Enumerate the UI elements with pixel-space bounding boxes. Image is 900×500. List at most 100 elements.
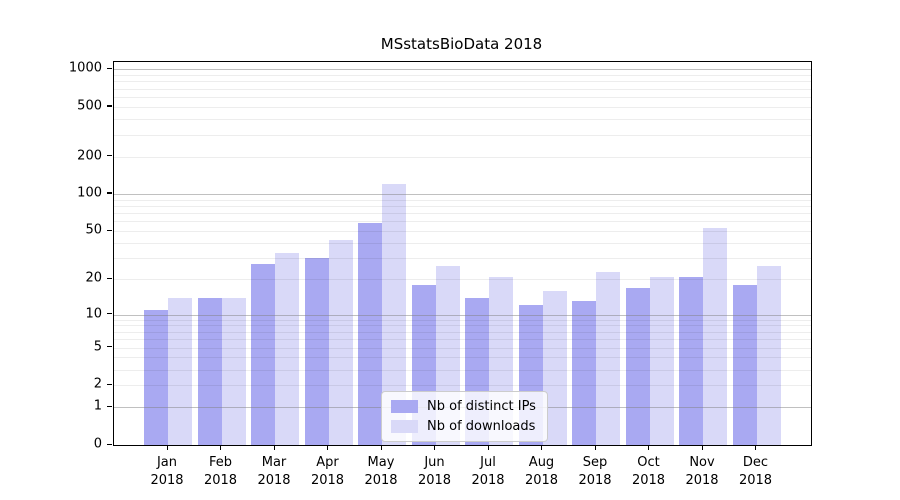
bar-downloads-sep (596, 272, 620, 445)
xtick-mark-mar (273, 445, 275, 450)
legend-label-distinct-ips: Nb of distinct IPs (427, 399, 536, 414)
ytick-mark-5 (107, 346, 112, 348)
bar-distinct-ips-dec (732, 284, 757, 445)
gridline-minor-9 (114, 319, 811, 321)
bar-downloads-jan (168, 297, 192, 445)
xtick-mark-jul (487, 445, 489, 450)
ytick-mark-10 (107, 313, 112, 315)
xtick-label-jun: Jun 2018 (417, 455, 452, 488)
xtick-mark-sep (594, 445, 596, 450)
ytick-label-0: 0 (93, 436, 102, 452)
bar-downloads-apr (328, 240, 353, 445)
bar-distinct-ips-sep (572, 301, 596, 445)
gridline-minor-4 (114, 357, 811, 359)
plot-area: Nb of distinct IPs Nb of downloads (113, 61, 812, 446)
gridline-minor-50 (114, 231, 811, 233)
xtick-mark-dec (755, 445, 757, 450)
xtick-label-nov: Nov 2018 (685, 455, 719, 488)
chart-title: MSstatsBioData 2018 (380, 35, 543, 53)
ytick-label-20: 20 (85, 270, 102, 286)
xtick-label-sep: Sep 2018 (578, 455, 612, 488)
ytick-label-100: 100 (77, 185, 102, 201)
gridline-minor-300 (114, 134, 811, 136)
gridline-minor-500 (114, 106, 811, 108)
ytick-mark-1 (107, 405, 112, 408)
bar-distinct-ips-mar (251, 263, 275, 445)
ytick-label-1000: 1000 (68, 60, 102, 76)
ytick-label-5: 5 (93, 339, 102, 355)
xtick-label-aug: Aug 2018 (524, 455, 559, 488)
bar-downloads-dec (756, 265, 781, 445)
ytick-mark-1000 (107, 67, 112, 69)
xtick-mark-jun (434, 445, 436, 450)
xtick-label-jan: Jan 2018 (150, 455, 184, 488)
bar-distinct-ips-may (358, 223, 382, 445)
xtick-label-apr: Apr 2018 (310, 455, 345, 488)
bar-downloads-mar (275, 253, 299, 445)
legend-item-downloads: Nb of downloads (391, 419, 536, 434)
bar-distinct-ips-apr (304, 258, 329, 445)
gridline-minor-40 (114, 242, 811, 244)
ytick-mark-200 (107, 155, 112, 157)
gridline-minor-6 (114, 339, 811, 341)
ytick-mark-20 (107, 277, 112, 280)
ytick-label-50: 50 (85, 222, 102, 238)
gridline-major-1000 (114, 69, 811, 71)
xtick-label-dec: Dec 2018 (738, 455, 773, 488)
gridline-minor-30 (114, 258, 811, 260)
gridline-minor-2 (114, 385, 811, 387)
xtick-label-jul: Jul 2018 (471, 455, 505, 488)
ytick-mark-500 (107, 105, 112, 107)
bar-downloads-oct (649, 276, 674, 445)
xtick-mark-jan (166, 445, 168, 450)
gridline-minor-20 (114, 279, 811, 281)
legend-label-downloads: Nb of downloads (427, 419, 536, 434)
bar-downloads-feb (221, 297, 246, 445)
xtick-mark-apr (327, 445, 329, 450)
xtick-mark-nov (701, 445, 703, 450)
gridline-major-10 (114, 314, 811, 316)
bar-downloads-nov (703, 228, 727, 445)
legend-swatch-downloads (391, 420, 418, 433)
gridline-minor-900 (114, 74, 811, 76)
xtick-label-mar: Mar 2018 (257, 455, 291, 488)
gridline-minor-7 (114, 331, 811, 333)
ytick-label-1: 1 (93, 398, 102, 414)
ytick-label-2: 2 (93, 376, 102, 392)
gridline-minor-80 (114, 205, 811, 207)
xtick-label-oct: Oct 2018 (631, 455, 666, 488)
gridline-minor-90 (114, 199, 811, 201)
ytick-mark-0 (107, 443, 112, 445)
ytick-label-500: 500 (77, 98, 102, 114)
xtick-mark-may (380, 445, 382, 450)
bar-distinct-ips-feb (197, 297, 222, 445)
xtick-mark-oct (648, 445, 650, 450)
gridline-minor-3 (114, 369, 811, 371)
legend: Nb of distinct IPs Nb of downloads (381, 391, 548, 442)
gridline-minor-400 (114, 118, 811, 120)
ytick-label-10: 10 (85, 306, 102, 322)
gridline-minor-8 (114, 325, 811, 327)
xtick-label-may: May 2018 (364, 455, 398, 488)
gridline-major-100 (114, 193, 811, 195)
ytick-mark-100 (107, 192, 112, 194)
bar-distinct-ips-oct (625, 287, 650, 445)
ytick-mark-2 (107, 383, 112, 386)
gridline-minor-700 (114, 88, 811, 90)
bar-distinct-ips-jan (144, 309, 168, 445)
legend-item-distinct-ips: Nb of distinct IPs (391, 399, 536, 414)
grid-layer (114, 62, 811, 445)
bar-distinct-ips-nov (679, 276, 703, 445)
gridline-minor-70 (114, 213, 811, 215)
gridline-minor-5 (114, 347, 811, 349)
gridline-minor-60 (114, 221, 811, 223)
xtick-mark-aug (541, 445, 543, 450)
gridline-minor-200 (114, 156, 811, 158)
ytick-label-200: 200 (77, 148, 102, 163)
legend-swatch-distinct-ips (391, 400, 418, 413)
xtick-label-feb: Feb 2018 (203, 455, 238, 488)
ytick-mark-50 (107, 229, 112, 231)
xtick-mark-feb (220, 445, 222, 450)
gridline-minor-800 (114, 81, 811, 83)
